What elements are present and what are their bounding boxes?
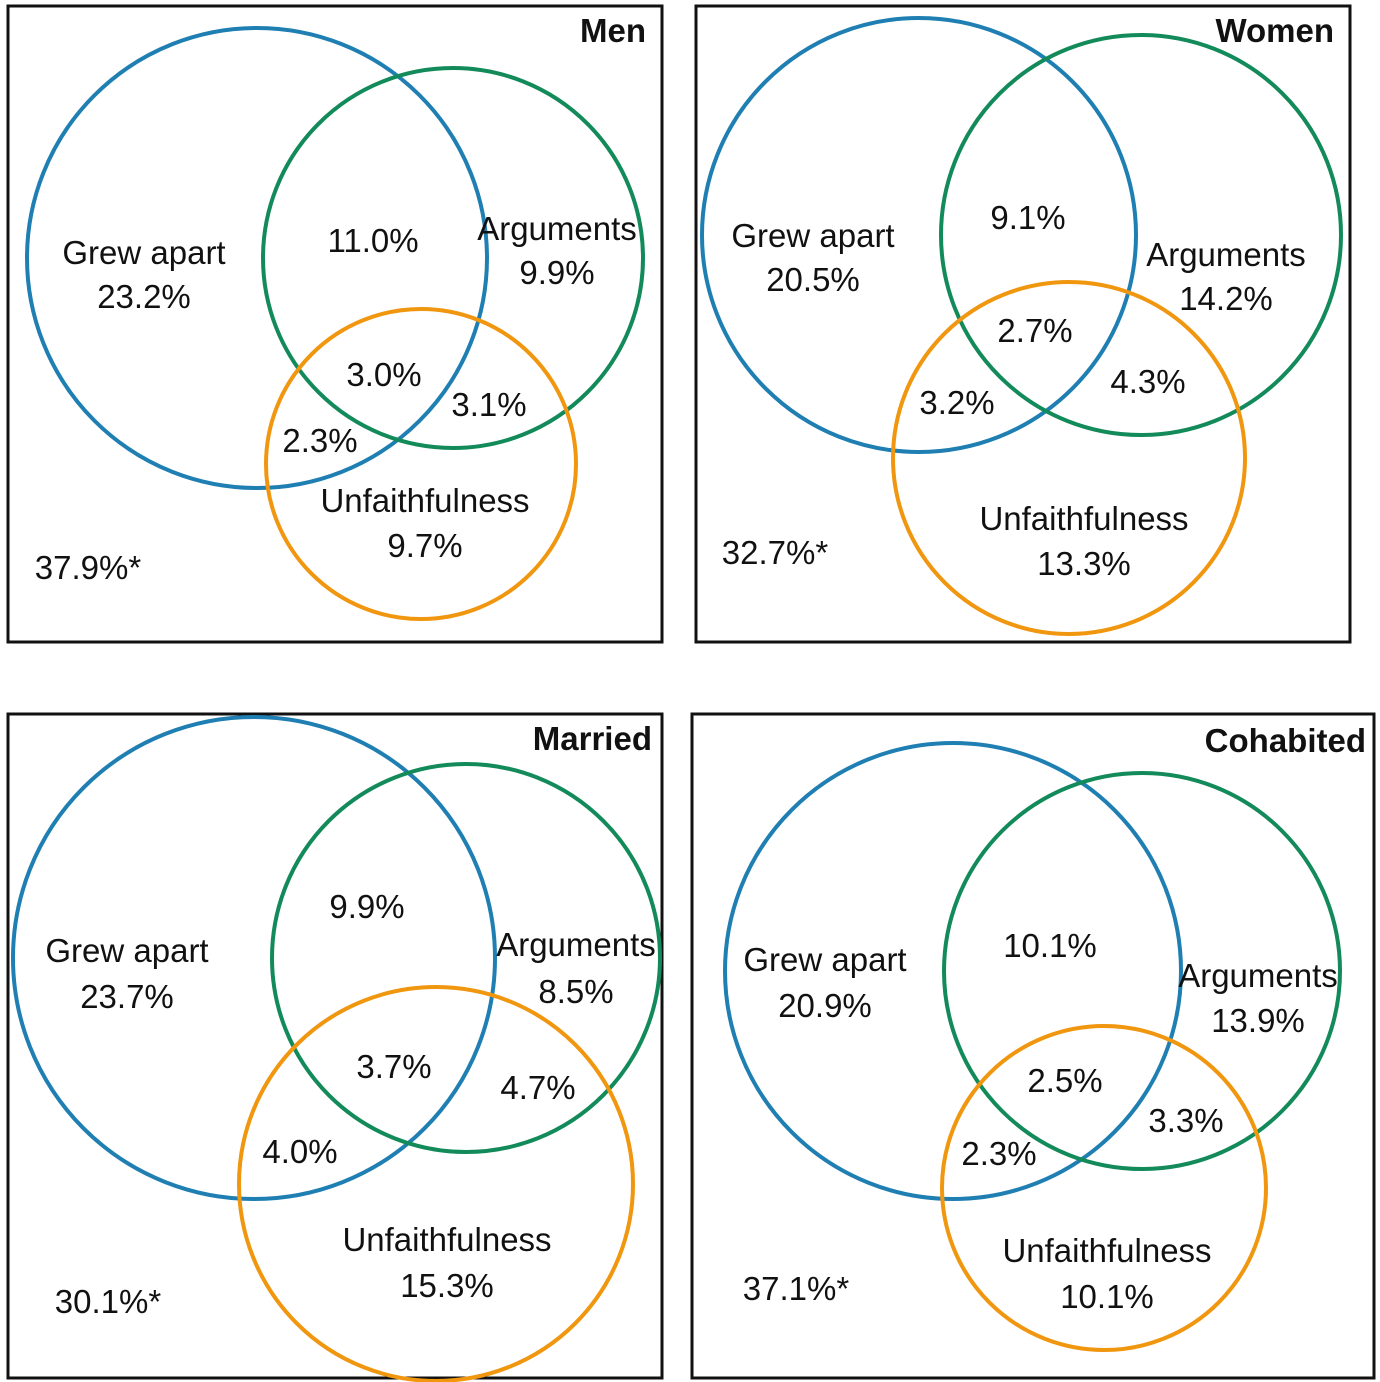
arguments-value: 8.5%	[538, 973, 613, 1010]
circle-arguments	[270, 762, 662, 1154]
circle-arguments	[939, 33, 1343, 437]
grew-apart-unfaithfulness-overlap-value: 4.0%	[262, 1133, 337, 1170]
panel-title: Women	[1215, 12, 1334, 49]
circle-arguments	[261, 66, 645, 450]
arguments-label: Arguments	[477, 210, 637, 247]
unfaithfulness-label: Unfaithfulness	[320, 482, 529, 519]
unfaithfulness-value: 15.3%	[400, 1267, 494, 1304]
panel-women: Women Grew apart 20.5% 9.1% Arguments 14…	[694, 4, 1352, 644]
arguments-value: 14.2%	[1179, 280, 1273, 317]
panel-married: Married Grew apart 23.7% 9.9% Arguments …	[6, 712, 664, 1382]
arguments-unfaithfulness-overlap-value: 3.1%	[451, 386, 526, 423]
grew-apart-value: 23.2%	[97, 278, 191, 315]
all-three-overlap-value: 3.7%	[356, 1048, 431, 1085]
circle-grew-apart	[11, 715, 497, 1201]
unfaithfulness-value: 13.3%	[1037, 545, 1131, 582]
grew-apart-unfaithfulness-overlap-value: 2.3%	[961, 1135, 1036, 1172]
panel-cohabited: Cohabited Grew apart 20.9% 10.1% Argumen…	[690, 712, 1376, 1380]
circle-unfaithfulness	[237, 985, 635, 1382]
arguments-value: 9.9%	[519, 254, 594, 291]
arguments-value: 13.9%	[1211, 1002, 1305, 1039]
grew-apart-value: 23.7%	[80, 978, 174, 1015]
arguments-label: Arguments	[1146, 236, 1306, 273]
grew-apart-label: Grew apart	[743, 941, 906, 978]
arguments-label: Arguments	[1178, 957, 1338, 994]
circle-grew-apart	[723, 741, 1183, 1201]
panel-frame	[690, 712, 1376, 1380]
grew-apart-label: Grew apart	[45, 932, 208, 969]
all-three-overlap-value: 2.5%	[1027, 1062, 1102, 1099]
unfaithfulness-label: Unfaithfulness	[1002, 1232, 1211, 1269]
none-of-these-value: 37.1%*	[743, 1270, 850, 1307]
panel-frame	[6, 4, 664, 644]
grew-apart-label: Grew apart	[62, 234, 225, 271]
grew-apart-unfaithfulness-overlap-value: 2.3%	[282, 422, 357, 459]
circle-arguments	[942, 771, 1342, 1171]
circle-unfaithfulness	[891, 280, 1247, 636]
grew-apart-value: 20.5%	[766, 261, 860, 298]
panel-frame	[6, 712, 664, 1380]
arguments-unfaithfulness-overlap-value: 3.3%	[1148, 1102, 1223, 1139]
circle-grew-apart	[25, 26, 489, 490]
arguments-unfaithfulness-overlap-value: 4.7%	[500, 1069, 575, 1106]
grew-apart-arguments-overlap-value: 10.1%	[1003, 927, 1097, 964]
none-of-these-value: 32.7%*	[722, 534, 829, 571]
circle-grew-apart	[700, 16, 1138, 454]
panel-title: Cohabited	[1205, 722, 1366, 759]
grew-apart-label: Grew apart	[731, 217, 894, 254]
all-three-overlap-value: 3.0%	[346, 356, 421, 393]
all-three-overlap-value: 2.7%	[997, 312, 1072, 349]
unfaithfulness-value: 9.7%	[387, 527, 462, 564]
grew-apart-arguments-overlap-value: 9.9%	[329, 888, 404, 925]
arguments-unfaithfulness-overlap-value: 4.3%	[1110, 363, 1185, 400]
arguments-label: Arguments	[496, 926, 656, 963]
none-of-these-value: 30.1%*	[55, 1283, 162, 1320]
unfaithfulness-label: Unfaithfulness	[342, 1221, 551, 1258]
unfaithfulness-value: 10.1%	[1060, 1278, 1154, 1315]
panel-title: Men	[580, 12, 646, 49]
grew-apart-arguments-overlap-value: 9.1%	[990, 199, 1065, 236]
grew-apart-value: 20.9%	[778, 987, 872, 1024]
panel-title: Married	[533, 720, 652, 757]
grew-apart-unfaithfulness-overlap-value: 3.2%	[919, 384, 994, 421]
panel-men: Men Grew apart 23.2% 11.0% Arguments 9.9…	[6, 4, 664, 644]
grew-apart-arguments-overlap-value: 11.0%	[327, 222, 418, 259]
panel-frame	[694, 4, 1352, 644]
circle-unfaithfulness	[264, 307, 578, 621]
circle-unfaithfulness	[940, 1024, 1268, 1352]
none-of-these-value: 37.9%*	[35, 549, 142, 586]
unfaithfulness-label: Unfaithfulness	[979, 500, 1188, 537]
